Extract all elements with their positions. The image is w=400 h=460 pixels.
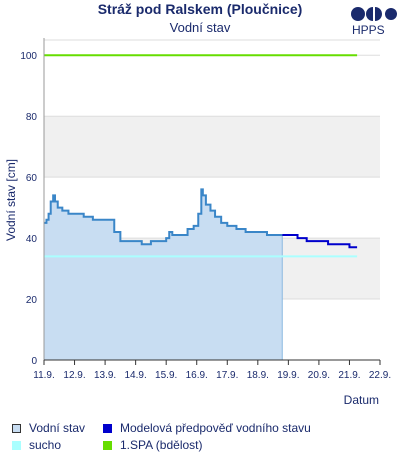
logo-text: HPPS	[352, 23, 385, 37]
x-tick-label-3: 14.9.	[125, 370, 147, 381]
chart-title: Stráž pod Ralskem (Ploučnice)	[0, 1, 400, 17]
x-tick-label-6: 17.9.	[216, 370, 238, 381]
legend-item-spa1: 1.SPA (bdělost)	[103, 438, 203, 452]
legend-swatch-drought	[12, 441, 21, 450]
y-tick-label-2: 40	[26, 234, 38, 245]
y-tick-label-3: 60	[26, 173, 38, 184]
y-axis-title: Vodní stav [cm]	[4, 159, 18, 241]
legend-item-observed: Vodní stav	[12, 421, 85, 435]
x-tick-label-7: 18.9.	[247, 370, 269, 381]
legend-swatch-observed	[12, 424, 21, 433]
legend-item-forecast: Modelová předpověď vodního stavu	[103, 421, 311, 435]
x-axis-title: Datum	[344, 393, 379, 407]
x-tick-label-10: 21.9.	[338, 370, 360, 381]
legend-label-drought: sucho	[29, 438, 61, 452]
y-tick-label-1: 20	[26, 295, 38, 306]
chart-fills	[44, 189, 282, 360]
legend-item-drought: sucho	[12, 438, 61, 452]
chart-subtitle: Vodní stav	[0, 20, 400, 35]
legend-label-forecast: Modelová předpověď vodního stavu	[120, 421, 311, 435]
x-tick-label-8: 19.9.	[277, 370, 299, 381]
legend-swatch-forecast	[103, 424, 112, 433]
x-tick-label-5: 16.9.	[186, 370, 208, 381]
y-tick-label-4: 80	[26, 112, 38, 123]
x-tick-label-0: 11.9.	[33, 370, 55, 381]
observed-area	[44, 189, 282, 360]
y-tick-label-5: 100	[20, 51, 37, 62]
y-tick-label-0: 0	[31, 356, 37, 367]
x-tick-label-1: 12.9.	[63, 370, 85, 381]
band-1	[44, 116, 380, 177]
x-tick-label-2: 13.9.	[94, 370, 116, 381]
x-tick-label-11: 22.9.	[369, 370, 391, 381]
legend-label-spa1: 1.SPA (bdělost)	[120, 438, 203, 452]
x-tick-label-4: 15.9.	[155, 370, 177, 381]
legend-swatch-spa1	[103, 441, 112, 450]
x-tick-label-9: 20.9.	[308, 370, 330, 381]
legend-label-observed: Vodní stav	[29, 421, 85, 435]
